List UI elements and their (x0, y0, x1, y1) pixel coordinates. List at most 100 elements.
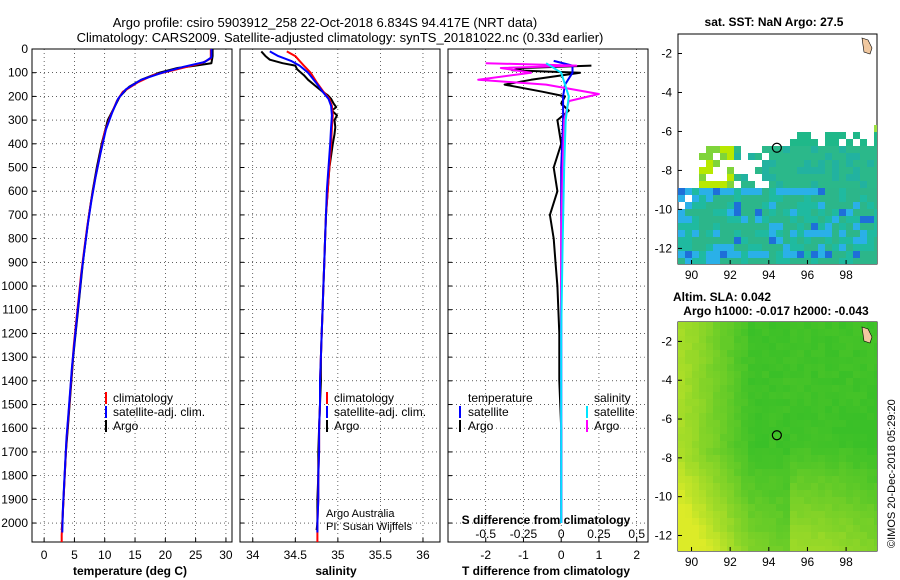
map-cell (720, 546, 727, 551)
map-cell (706, 223, 713, 230)
map-cell (818, 399, 825, 406)
map-cell (706, 378, 713, 385)
map-cell (748, 434, 755, 441)
legend-label-t-argo: Argo (468, 419, 494, 433)
map-cell (811, 181, 818, 188)
map-cell (867, 153, 874, 160)
map-cell (825, 350, 832, 357)
sst-map-cells (678, 125, 877, 264)
map-cell (692, 469, 699, 476)
map-cell (741, 336, 748, 343)
map-cell (692, 371, 699, 378)
map-cell (741, 230, 748, 237)
map-cell (762, 343, 769, 350)
map-cell (727, 209, 734, 216)
map-cell (720, 413, 727, 420)
map-cell (706, 441, 713, 448)
map-cell (853, 202, 860, 209)
map-cell (741, 174, 748, 181)
map-cell (846, 258, 853, 264)
map-cell (727, 174, 734, 181)
map-cell (762, 237, 769, 244)
map-cell (783, 251, 790, 258)
pressure-tick-label: 1700 (1, 445, 28, 459)
map-cell (713, 160, 720, 167)
tick-layer: 0 5 10 15 20 25 300100200300400500600700800900… (1, 42, 645, 562)
map-cell (741, 371, 748, 378)
map-cell (846, 427, 853, 434)
map-cell (748, 511, 755, 518)
map-cell (832, 462, 839, 469)
map-cell (678, 216, 685, 223)
map-cell (734, 153, 741, 160)
map-cell (678, 434, 685, 441)
map-cell (853, 469, 860, 476)
map-cell (811, 483, 818, 490)
map-cell (741, 476, 748, 483)
map-cell (853, 462, 860, 469)
map-cell (811, 343, 818, 350)
map-cell (692, 392, 699, 399)
map-cell (783, 230, 790, 237)
map-cell (727, 476, 734, 483)
map-cell (867, 174, 874, 181)
map-cell (839, 504, 846, 511)
map-cell (734, 223, 741, 230)
map-cell (825, 244, 832, 251)
map-cell (867, 539, 874, 546)
map-cell (699, 209, 706, 216)
map-cell (797, 378, 804, 385)
map-cell (825, 139, 832, 146)
map-cell (727, 385, 734, 392)
grid-layer (32, 48, 648, 542)
map-cell (741, 244, 748, 251)
map-cell (860, 322, 867, 329)
map-cell (727, 146, 734, 153)
map-cell (692, 518, 699, 525)
map-cell (804, 448, 811, 455)
map-cell (867, 483, 874, 490)
map-cell (727, 504, 734, 511)
map-cell (832, 469, 839, 476)
map-cell (741, 434, 748, 441)
map-cell (797, 343, 804, 350)
map-cell (783, 258, 790, 264)
map-cell (769, 392, 776, 399)
map-cell (790, 462, 797, 469)
map-cell (853, 230, 860, 237)
map-cell (867, 188, 874, 195)
map-cell (678, 378, 685, 385)
map-cell (860, 504, 867, 511)
legend-label-argo: Argo (113, 419, 139, 433)
map-cell (804, 350, 811, 357)
map-cell (804, 364, 811, 371)
map-cell (790, 146, 797, 153)
map-cell (811, 329, 818, 336)
map-cell (776, 357, 783, 364)
map-cell (846, 336, 853, 343)
map-cell (790, 350, 797, 357)
map-cell (825, 336, 832, 343)
map-cell (860, 462, 867, 469)
map-cell (811, 336, 818, 343)
map-cell (867, 230, 874, 237)
map-cell (692, 364, 699, 371)
map-cell (839, 322, 846, 329)
map-cell (713, 251, 720, 258)
map-cell (818, 525, 825, 532)
map-cell (776, 448, 783, 455)
map-cell (867, 258, 874, 264)
map-cell (769, 195, 776, 202)
map-cell (860, 364, 867, 371)
map-cell (678, 462, 685, 469)
map-cell (706, 230, 713, 237)
map-cell (818, 532, 825, 539)
map-cell (776, 251, 783, 258)
map-cell (776, 455, 783, 462)
map-cell (748, 441, 755, 448)
map-cell (769, 223, 776, 230)
map-cell (727, 413, 734, 420)
map-cell (713, 350, 720, 357)
map-cell (853, 406, 860, 413)
map-cell (804, 230, 811, 237)
